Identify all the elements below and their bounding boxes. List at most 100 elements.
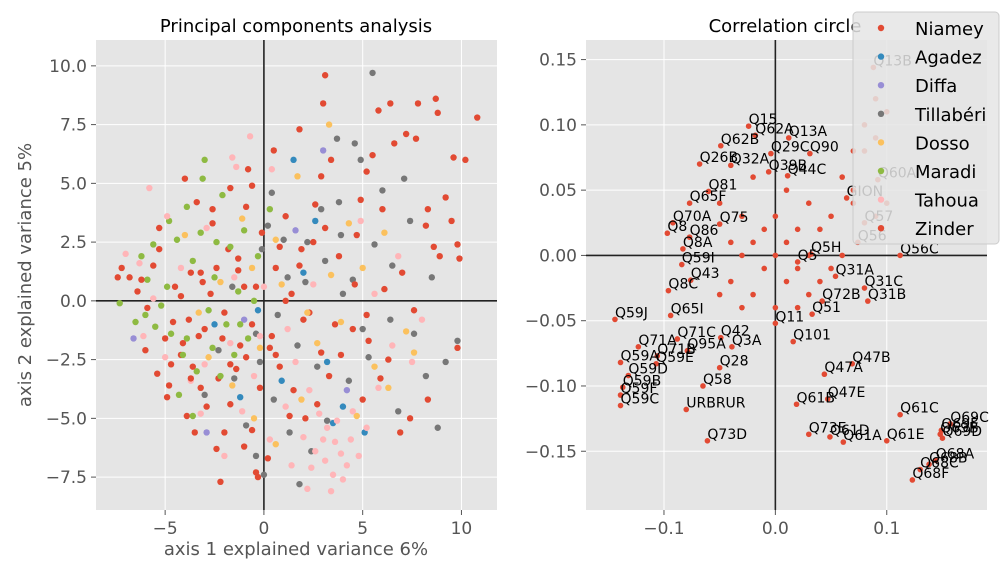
correlation-point: [739, 304, 745, 311]
pca-point-tahoua: [177, 264, 185, 272]
correlation-point: [617, 392, 624, 398]
pca-point-tillabéri: [389, 262, 396, 269]
pca-point-tahoua: [201, 361, 208, 368]
correlation-point: [625, 372, 632, 379]
pca-y-tick-label: 10.0: [49, 57, 87, 77]
pca-point-tillabéri: [365, 354, 372, 361]
correlation-point-label: Q62A: [755, 121, 794, 137]
pca-point-niamey: [474, 114, 481, 121]
pca-point-zinder: [406, 415, 414, 422]
correlation-point: [761, 226, 768, 233]
pca-point-zinder: [264, 455, 272, 462]
correlation-point: [667, 312, 674, 319]
pca-point-zinder: [138, 276, 145, 283]
pca-point-niamey: [199, 278, 206, 286]
pca-point-tillabéri: [201, 391, 208, 399]
pca-point-tillabéri: [335, 198, 343, 206]
pca-point-zinder: [335, 253, 343, 260]
pca-point-dosso: [327, 271, 335, 279]
pca-point-tahoua: [321, 457, 329, 464]
pca-point-tahoua: [221, 452, 228, 460]
pca-point-niamey: [134, 288, 141, 295]
pca-point-dosso: [238, 215, 246, 222]
correlation-point: [865, 298, 871, 304]
pca-point-niamey: [197, 384, 204, 391]
correlation-point-label: Q61D: [830, 423, 870, 439]
correlation-point-label: Q8C: [668, 277, 698, 293]
correlation-point: [794, 259, 801, 265]
correlation-point: [653, 360, 659, 367]
pca-point-maradi: [244, 335, 252, 342]
correlation-points: [612, 64, 954, 483]
pca-point-tillabéri: [337, 231, 345, 239]
pca-point-niamey: [454, 241, 461, 248]
pca-point-zinder: [142, 347, 149, 354]
pca-point-tahoua: [282, 403, 289, 410]
pca-point-zinder: [412, 135, 420, 142]
pca-point-tillabéri: [345, 377, 353, 384]
pca-point-tahoua: [163, 213, 171, 220]
pca-point-zinder: [300, 316, 307, 323]
pca-point-maradi: [219, 191, 226, 199]
pca-point-niamey: [161, 335, 169, 342]
pca-point-tillabéri: [442, 358, 449, 366]
pca-point-zinder: [217, 478, 224, 485]
pca-point-diffa: [203, 429, 210, 436]
legend-label: Agadez: [915, 48, 982, 69]
correlation-point-label: Q73D: [707, 427, 747, 443]
pca-point-zinder: [209, 206, 216, 213]
pca-point-zinder: [207, 290, 214, 297]
correlation-point-label: Q71A: [638, 333, 677, 349]
pca-point-tillabéri: [369, 69, 376, 77]
pca-point-zinder: [321, 224, 329, 232]
pca-point-zinder: [242, 354, 250, 361]
correlation-point-label: Q26B: [700, 150, 738, 166]
pca-point-niamey: [189, 363, 196, 370]
pca-point-tahoua: [256, 332, 264, 340]
correlation-point-label: Q47A: [824, 360, 863, 376]
correlation-point: [784, 172, 791, 179]
correlation-y-tick-label: 0.05: [539, 181, 577, 201]
pca-point-niamey: [181, 175, 189, 182]
correlation-point-label: Q5H: [811, 240, 841, 256]
pca-point-tillabéri: [321, 257, 329, 265]
pca-point-tahoua: [355, 452, 362, 460]
pca-point-niamey: [381, 285, 388, 293]
pca-point-niamey: [357, 196, 364, 203]
pca-point-zinder: [286, 412, 293, 420]
pca-point-tahoua: [246, 133, 254, 140]
pca-point-niamey: [398, 269, 406, 276]
pca-point-tillabéri: [357, 156, 364, 164]
correlation-point: [939, 435, 946, 441]
pca-point-maradi: [213, 238, 220, 246]
pca-point-tahoua: [292, 358, 299, 366]
correlation-point: [808, 251, 814, 257]
pca-point-maradi: [163, 283, 171, 290]
correlation-point: [821, 371, 828, 378]
pca-point-zinder: [235, 267, 242, 274]
correlation-point: [761, 265, 768, 272]
pca-point-tahoua: [284, 325, 291, 333]
pca-point-niamey: [177, 292, 185, 300]
pca-point-niamey: [422, 222, 430, 229]
pca-point-niamey: [221, 429, 228, 436]
correlation-point: [750, 239, 756, 246]
legend-label: Diffa: [915, 76, 957, 97]
pca-point-niamey: [387, 100, 394, 107]
pca-title: Principal components analysis: [160, 16, 432, 37]
correlation-point-label: Q75: [720, 210, 749, 226]
pca-point-zinder: [319, 100, 327, 107]
pca-point-tillabéri: [294, 342, 301, 349]
pca-point-dosso: [272, 441, 279, 448]
correlation-y-tick-label: 0.15: [539, 51, 577, 71]
pca-point-tillabéri: [264, 222, 272, 229]
legend-marker: [877, 139, 885, 146]
correlation-point: [897, 411, 903, 418]
pca-point-zinder: [359, 396, 366, 403]
correlation-point: [750, 174, 756, 180]
pca-point-niamey: [436, 253, 443, 260]
pca-point-maradi: [231, 351, 238, 359]
pca-point-tahoua: [306, 386, 313, 394]
pca-point-niamey: [312, 201, 319, 208]
correlation-y-ticks: −0.15 −0.10 −0.05 0.00 0.05 0.10 0.15: [525, 51, 586, 462]
